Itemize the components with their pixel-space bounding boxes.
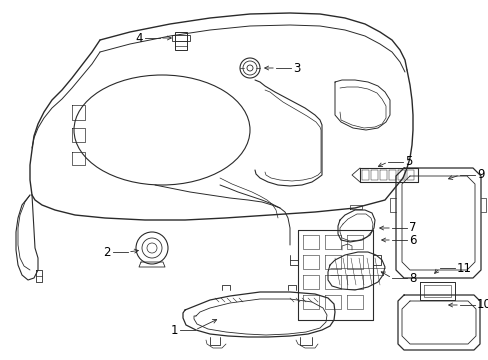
Text: 7: 7 [408,221,416,234]
Text: 4: 4 [135,31,142,45]
Text: 9: 9 [476,168,484,181]
Text: 11: 11 [456,261,471,274]
Bar [172,35,190,41]
Text: 2: 2 [103,246,111,258]
Text: 5: 5 [404,156,411,168]
Text: 10: 10 [476,298,488,311]
Bar [175,32,186,50]
Text: 1: 1 [170,324,178,337]
Text: 6: 6 [408,234,416,247]
Text: 3: 3 [292,62,300,75]
Text: 8: 8 [408,271,415,284]
